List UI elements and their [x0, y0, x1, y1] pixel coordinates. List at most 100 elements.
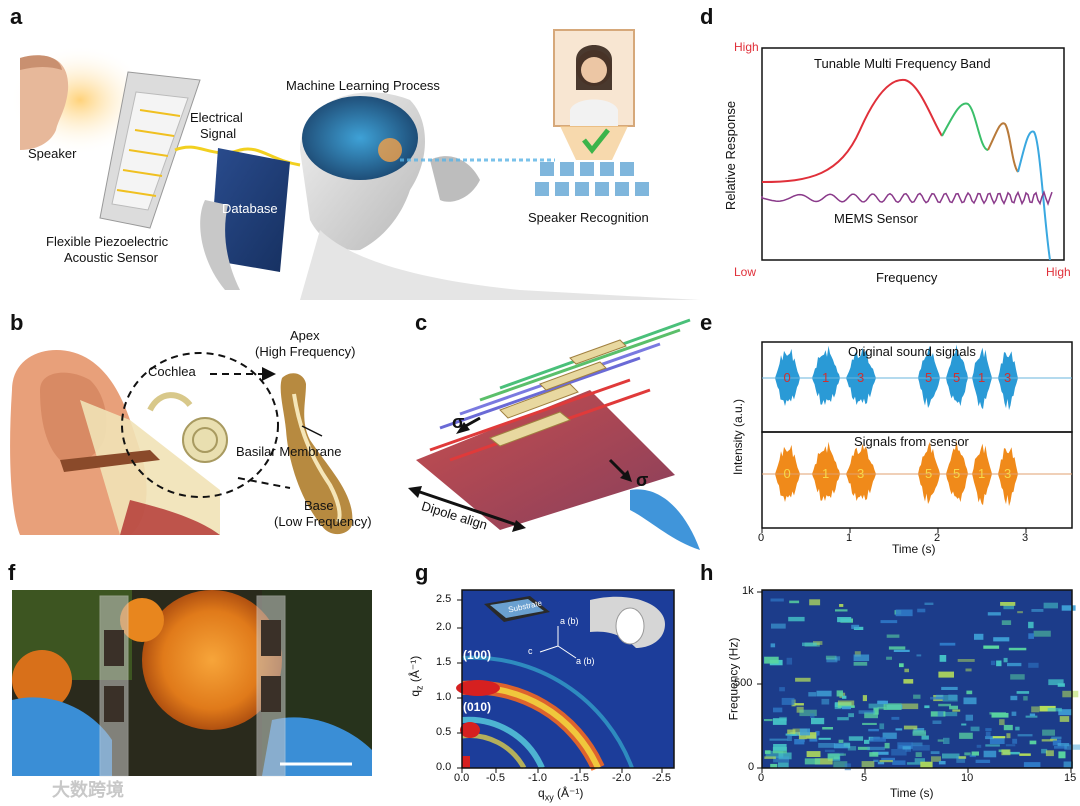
- spectrogram-cell: [862, 722, 877, 725]
- spectrogram-cell: [837, 617, 852, 623]
- spectrogram-cell: [789, 600, 800, 604]
- e-digit-top: 1: [822, 370, 830, 385]
- spectrogram-cell: [864, 739, 870, 744]
- watermark: 大数跨境: [52, 780, 124, 800]
- g-xtick-3: -1.5: [570, 772, 589, 784]
- spectrogram-cell: [864, 712, 878, 719]
- panel-e: e 0 1 2 3 Time (s) Intensity (a.u.) Orig…: [700, 310, 1080, 560]
- panel-g: g: [400, 560, 700, 806]
- panel-label-a: a: [10, 4, 23, 29]
- spectrogram-cell: [912, 744, 930, 751]
- e-digit-bottom: 1: [822, 466, 830, 481]
- spectrogram-cell: [838, 739, 844, 743]
- spectrogram-cell: [943, 737, 950, 744]
- spectrogram-cell: [1045, 750, 1054, 757]
- spectrogram-cell: [1033, 630, 1051, 637]
- spectrogram-cell: [1052, 739, 1062, 746]
- spectrogram-cell: [939, 642, 956, 646]
- spectrogram-cell: [854, 651, 861, 657]
- tunable-curve-blue: [1017, 130, 1051, 261]
- spectrogram-cell: [857, 746, 870, 750]
- spectrogram-cell: [799, 709, 817, 717]
- spectrogram-cell: [881, 757, 895, 761]
- spectrogram-cell: [949, 705, 958, 710]
- spectrogram-cell: [770, 598, 784, 602]
- spectrogram-cell: [915, 752, 922, 757]
- g-ytick-5: 2.5: [436, 593, 452, 605]
- spectrogram-cell: [868, 728, 879, 732]
- spectrogram-cell: [1028, 662, 1039, 668]
- spectrogram-cell: [985, 736, 994, 740]
- spectrogram-blobs: [764, 598, 1080, 771]
- spectrogram-cell: [992, 736, 1006, 739]
- spectrogram-cell: [969, 754, 976, 758]
- spectrogram-cell: [873, 707, 879, 715]
- spectrogram-cell: [959, 732, 973, 739]
- spectrogram-cell: [772, 718, 787, 725]
- spectrogram-cell: [958, 756, 967, 759]
- spectrogram-cell: [837, 717, 849, 721]
- e-digit-bottom: 5: [953, 466, 961, 481]
- waveform-burst: [846, 443, 876, 501]
- panel-label-f: f: [8, 560, 16, 585]
- g-ytick-2: 1.0: [436, 691, 452, 703]
- spectrogram-cell: [1063, 761, 1073, 769]
- label-apex-1: Apex: [290, 328, 320, 343]
- panel-c: c σ σ Dipole align: [400, 310, 700, 550]
- e-frame-bottom: [761, 431, 1073, 529]
- spectrogram-chart: [757, 589, 1080, 773]
- spectrogram-cell: [862, 695, 867, 702]
- g-ylabel-unit: (Å⁻¹): [408, 655, 423, 686]
- spectrogram-cell: [1015, 726, 1020, 731]
- spectrogram-cell: [1008, 647, 1027, 651]
- waveform-burst: [775, 444, 800, 503]
- spectrogram-cell: [917, 608, 926, 613]
- spectrogram-cell: [985, 731, 991, 738]
- spectrogram-cell: [858, 710, 875, 714]
- spectrogram-cell: [991, 712, 1009, 718]
- spectrogram-cell: [1001, 749, 1011, 756]
- spectrogram-cell: [786, 657, 793, 665]
- spectrogram-cell: [937, 711, 944, 717]
- spectrogram-cell: [893, 649, 910, 652]
- spectrogram-cell: [1003, 657, 1008, 663]
- label-flexible-1: Flexible Piezoelectric: [46, 234, 169, 249]
- spectrogram-cell: [779, 716, 787, 722]
- spectrogram-cell: [1016, 691, 1030, 694]
- spectrogram-cell: [886, 634, 900, 638]
- spectrogram-cell: [1031, 609, 1044, 612]
- d-tunable-label: Tunable Multi Frequency Band: [814, 56, 991, 71]
- e-digit-top: 5: [925, 370, 933, 385]
- spectrogram-cell: [847, 746, 857, 751]
- spectrogram-cell: [837, 700, 855, 707]
- spectrogram-cell: [1011, 711, 1017, 716]
- spectrogram-cell: [778, 762, 789, 769]
- spectrogram-cell: [920, 761, 933, 768]
- panel-label-b: b: [10, 310, 24, 335]
- spectrogram-cell: [937, 739, 944, 742]
- g-xtick-4: -2.0: [612, 772, 631, 784]
- label-speaker-recognition: Speaker Recognition: [528, 210, 649, 225]
- label-apex-2: (High Frequency): [255, 344, 356, 359]
- spectrogram-cell: [792, 703, 804, 706]
- substrate-layer: [416, 390, 675, 530]
- spectrogram-cell: [985, 728, 992, 731]
- ear-illustration: [10, 350, 353, 535]
- spectrogram-cell: [834, 656, 841, 661]
- spectrogram-cell: [842, 695, 847, 699]
- panel-d: d High Low High Frequency Relative Respo…: [700, 0, 1080, 300]
- speaker-recognition-image: [535, 29, 649, 196]
- spectrogram-cell: [1017, 611, 1023, 614]
- spectrogram-cell: [818, 737, 831, 740]
- e-digit-top: 3: [857, 370, 865, 385]
- waveform-burst: [918, 345, 940, 408]
- spectrogram-cell: [836, 690, 843, 697]
- spectrogram-cell: [983, 750, 997, 758]
- spectrogram-cell: [948, 694, 958, 701]
- spectrogram-cell: [809, 599, 821, 606]
- spectrogram-cell: [891, 749, 907, 756]
- spectrogram-cell: [833, 761, 848, 769]
- label-flexible-2: Acoustic Sensor: [64, 250, 158, 265]
- spectrogram-cell: [861, 761, 875, 768]
- spectrogram-cell: [1041, 748, 1048, 754]
